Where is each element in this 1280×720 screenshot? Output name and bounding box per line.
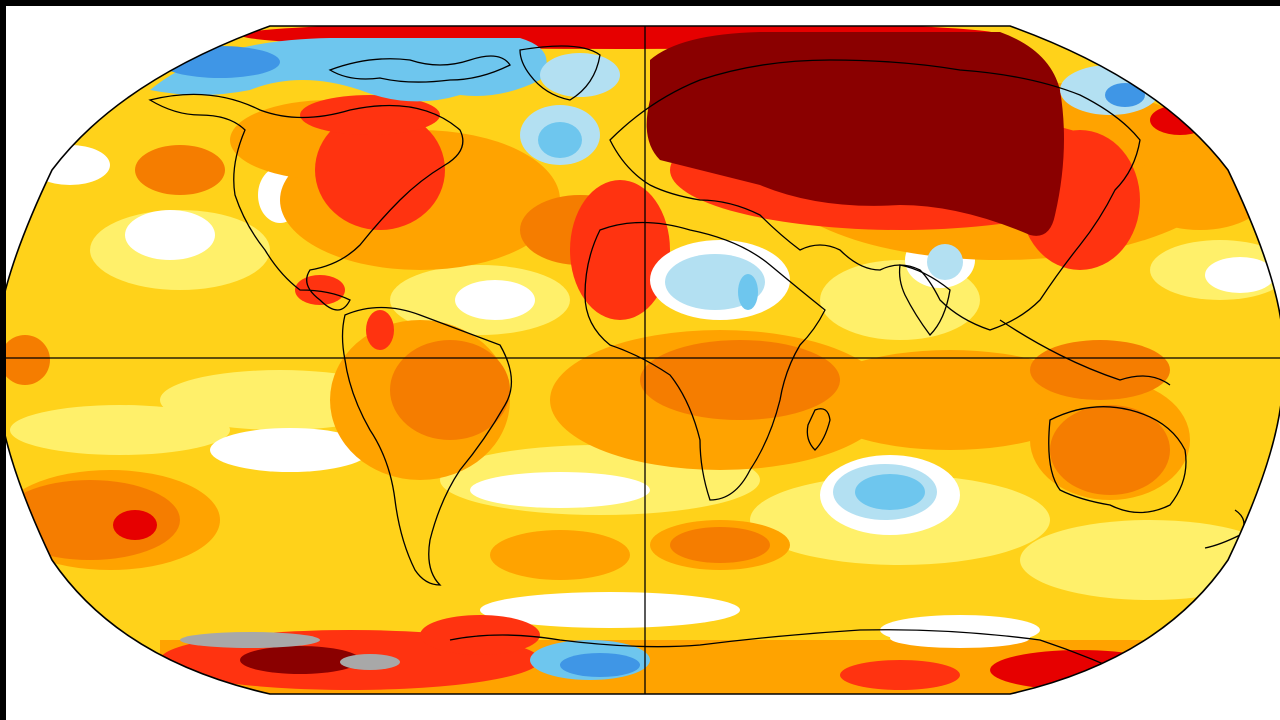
arctic-cool-zones [150, 38, 1160, 165]
south-america-outline [341, 306, 513, 586]
left-border [0, 0, 6, 720]
greenland-outline [519, 45, 601, 101]
india-outline [898, 264, 951, 336]
subtropical-cool-zones [650, 240, 963, 535]
north-america-outline [148, 93, 464, 311]
globe-border [0, 25, 1280, 695]
arctic-islands-outline [328, 55, 511, 83]
australia-outline [1048, 406, 1187, 514]
southeast-asia-outline [999, 319, 1171, 386]
antarctica-outline [449, 629, 1161, 691]
top-border [0, 0, 1280, 6]
madagascar-outline [806, 408, 831, 451]
antarctic-zones [160, 615, 1170, 694]
africa-outline [584, 221, 826, 501]
europe-asia-outline [609, 59, 1141, 331]
siberia-anomaly [646, 32, 1064, 236]
